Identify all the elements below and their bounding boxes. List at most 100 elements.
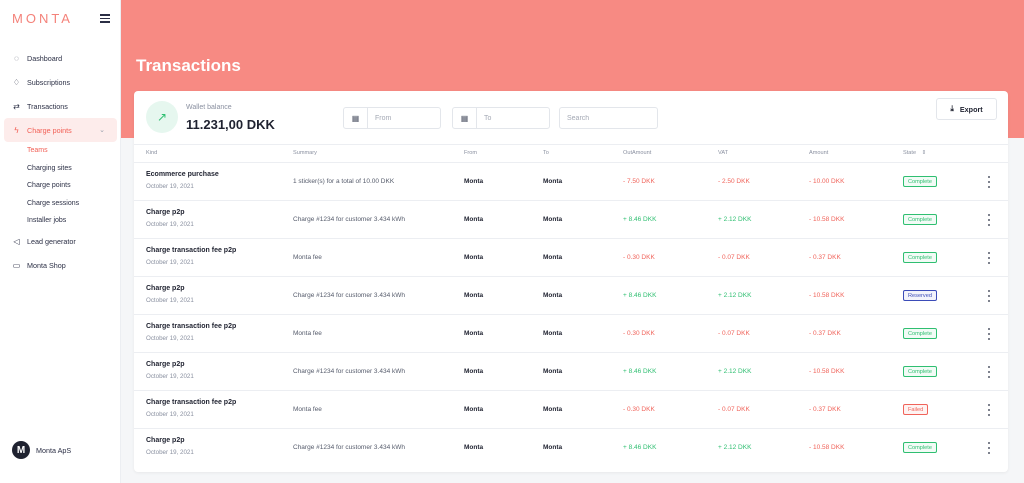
bolt-icon: ϟ — [14, 125, 19, 135]
table-row[interactable]: Charge p2p October 19, 2021 Charge #1234 f… — [134, 201, 1008, 239]
row-outamount: + 8.46 DKK — [623, 368, 657, 375]
sidebar-item-charge-points[interactable]: ϟ Charge points ⌄ — [4, 118, 117, 142]
row-from: Monta — [464, 406, 484, 413]
row-summary: Charge #1234 for customer 3.434 kWh — [293, 292, 406, 299]
status-badge: Complete — [903, 366, 937, 377]
sidebar-subitem-teams[interactable]: Teams — [27, 147, 48, 155]
table-header: Kind Summary From To OutAmount VAT Amoun… — [134, 144, 1008, 163]
row-to: Monta — [543, 406, 563, 413]
row-to: Monta — [543, 368, 563, 375]
sidebar-subitem-charge-sessions[interactable]: Charge sessions — [27, 199, 80, 207]
sidebar-subitem-installer-jobs[interactable]: Installer jobs — [27, 217, 67, 225]
row-outamount: + 8.46 DKK — [623, 444, 657, 451]
sidebar-item-dashboard[interactable]: ◌ Dashboard — [0, 46, 121, 70]
row-to: Monta — [543, 216, 563, 223]
column-header-vat[interactable]: VAT — [718, 150, 729, 156]
sidebar-item-monta-shop[interactable]: ▭ Monta Shop — [0, 254, 121, 278]
sidebar-item-transactions[interactable]: ⇄ Transactions — [0, 94, 121, 118]
table-row[interactable]: Charge p2p October 19, 2021 Charge #1234 f… — [134, 353, 1008, 391]
row-to: Monta — [543, 178, 563, 185]
row-date: October 19, 2021 — [146, 297, 194, 304]
row-kind: Charge transaction fee p2p — [146, 399, 237, 406]
sidebar-subitem-charging-sites[interactable]: Charging sites — [27, 164, 72, 172]
row-outamount: + 8.46 DKK — [623, 292, 657, 299]
row-date: October 19, 2021 — [146, 449, 194, 456]
column-header-to[interactable]: To — [543, 150, 549, 156]
more-options-icon[interactable] — [986, 289, 992, 303]
column-header-outamount[interactable]: OutAmount — [623, 150, 652, 156]
row-vat: + 2.12 DKK — [718, 368, 752, 375]
to-date-input[interactable] — [477, 114, 547, 122]
more-options-icon[interactable] — [986, 403, 992, 417]
row-vat: + 2.12 DKK — [718, 444, 752, 451]
from-date-field[interactable]: ▦ — [343, 107, 441, 129]
chevron-down-icon: ⌄ — [99, 127, 105, 134]
search-field[interactable] — [559, 107, 658, 129]
row-from: Monta — [464, 254, 484, 261]
to-date-field[interactable]: ▦ — [452, 107, 550, 129]
table-body: Ecommerce purchase October 19, 2021 1 stic… — [134, 163, 1008, 467]
sidebar-nav: ◌ Dashboard ♢ Subscriptions ⇄ Transactio… — [0, 46, 121, 278]
sidebar-item-subscriptions[interactable]: ♢ Subscriptions — [0, 70, 121, 94]
row-date: October 19, 2021 — [146, 373, 194, 380]
row-summary: Monta fee — [293, 330, 322, 337]
column-header-amount[interactable]: Amount — [809, 150, 829, 156]
row-amount: - 0.37 DKK — [809, 406, 841, 413]
menu-icon[interactable] — [100, 14, 110, 23]
account-switcher[interactable]: M Monta ApS — [12, 441, 71, 459]
status-badge: Reserved — [903, 290, 937, 301]
more-options-icon[interactable] — [986, 327, 992, 341]
row-kind: Charge p2p — [146, 285, 185, 292]
more-options-icon[interactable] — [986, 251, 992, 265]
row-amount: - 10.58 DKK — [809, 292, 845, 299]
transactions-card: ↗ Wallet balance 11.231,00 DKK ▦ ▦ ⤓ Exp… — [134, 91, 1008, 472]
row-from: Monta — [464, 444, 484, 451]
export-label: Export — [959, 104, 983, 114]
row-from: Monta — [464, 292, 484, 299]
table-row[interactable]: Charge transaction fee p2p October 19, 20… — [134, 239, 1008, 277]
row-summary: Monta fee — [293, 406, 322, 413]
toolbar: ↗ Wallet balance 11.231,00 DKK ▦ ▦ ⤓ Exp… — [134, 91, 1008, 144]
row-from: Monta — [464, 330, 484, 337]
status-badge: Complete — [903, 252, 937, 263]
row-to: Monta — [543, 292, 563, 299]
row-date: October 19, 2021 — [146, 335, 194, 342]
sidebar-item-label: Monta Shop — [27, 261, 66, 270]
table-row[interactable]: Charge p2p October 19, 2021 Charge #1234 f… — [134, 429, 1008, 467]
more-options-icon[interactable] — [986, 175, 992, 189]
more-options-icon[interactable] — [986, 365, 992, 379]
sidebar-subitem-charge-points[interactable]: Charge points — [27, 182, 71, 190]
more-options-icon[interactable] — [986, 441, 992, 455]
from-date-input[interactable] — [368, 114, 438, 122]
column-header-state[interactable]: State ⇕ — [903, 150, 926, 156]
status-badge: Complete — [903, 328, 937, 339]
row-vat: - 2.50 DKK — [718, 178, 750, 185]
row-vat: + 2.12 DKK — [718, 216, 752, 223]
row-outamount: + 8.46 DKK — [623, 216, 657, 223]
column-header-summary[interactable]: Summary — [293, 150, 317, 156]
trending-up-icon: ↗ — [146, 101, 178, 133]
sidebar-item-label: Dashboard — [27, 53, 63, 63]
megaphone-icon: ◁ — [13, 237, 20, 246]
calendar-icon: ▦ — [344, 108, 368, 128]
table-row[interactable]: Charge transaction fee p2p October 19, 20… — [134, 315, 1008, 353]
row-vat: - 0.07 DKK — [718, 330, 750, 337]
row-kind: Charge p2p — [146, 437, 185, 444]
table-row[interactable]: Ecommerce purchase October 19, 2021 1 stic… — [134, 163, 1008, 201]
more-options-icon[interactable] — [986, 213, 992, 227]
table-row[interactable]: Charge p2p October 19, 2021 Charge #1234 f… — [134, 277, 1008, 315]
column-header-kind[interactable]: Kind — [146, 150, 158, 156]
row-date: October 19, 2021 — [146, 221, 194, 228]
column-header-from[interactable]: From — [464, 150, 478, 156]
row-summary: Charge #1234 for customer 3.434 kWh — [293, 216, 406, 223]
wallet-balance-value: 11.231,00 DKK — [186, 117, 275, 132]
row-outamount: - 0.30 DKK — [623, 254, 655, 261]
export-button[interactable]: ⤓ Export — [936, 98, 997, 120]
app-logo[interactable]: MONTA — [12, 11, 73, 26]
search-input[interactable] — [560, 114, 630, 122]
state-header-label: State — [903, 150, 917, 156]
row-to: Monta — [543, 254, 563, 261]
sidebar-item-lead-generator[interactable]: ◁ Lead generator — [0, 230, 121, 254]
table-row[interactable]: Charge transaction fee p2p October 19, 20… — [134, 391, 1008, 429]
avatar: M — [12, 441, 30, 459]
